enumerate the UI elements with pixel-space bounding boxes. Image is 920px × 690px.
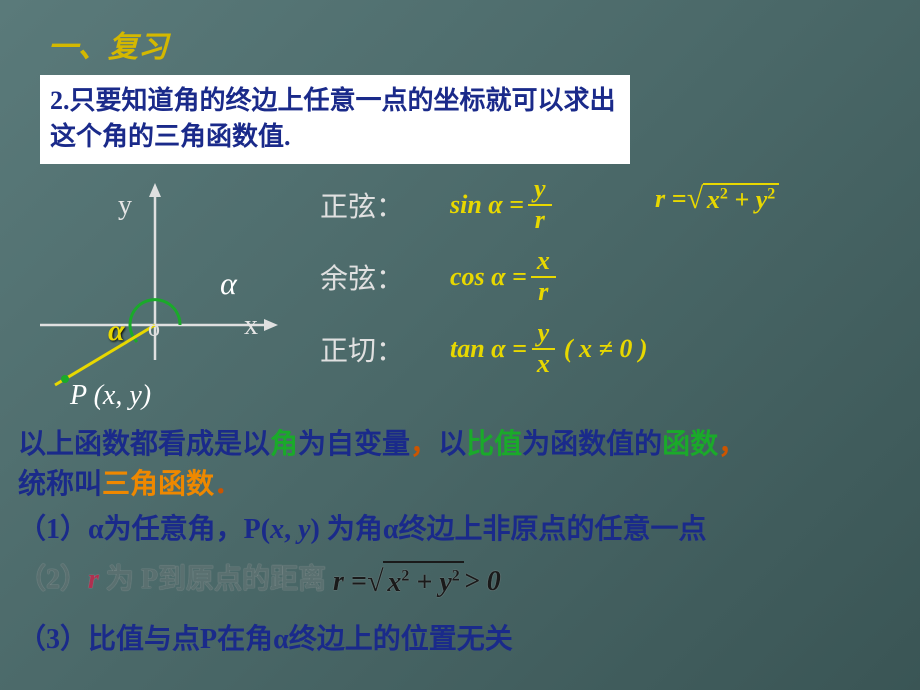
l1b: 角 [270, 429, 298, 460]
l1g: 为函数值的 [522, 429, 662, 460]
sin-fraction: y r [528, 175, 552, 234]
tan-formula: tan α = y x ( x ≠ 0 ) [450, 319, 647, 378]
origin-label: o [148, 316, 160, 343]
l4a: （2） [18, 564, 88, 595]
l4d: r = [333, 562, 367, 601]
tan-num: y [532, 319, 556, 350]
tan-row: 正切： tan α = y x ( x ≠ 0 ) [320, 324, 900, 374]
definitions-block: 正弦： sin α = y r 余弦： cos α = x r 正切： tan … [320, 180, 900, 396]
l1f: 比值 [466, 429, 522, 460]
alpha-at-origin: α [108, 314, 125, 348]
l1a: 以上函数都看成是以 [18, 429, 270, 460]
tan-label: 正切： [320, 329, 450, 369]
l3d: y [298, 514, 310, 545]
note-3: （3）比值与点P在角α终边上的位置无关 [18, 620, 513, 659]
tan-lhs: tan α = [450, 334, 527, 364]
l1i: ， [718, 429, 746, 460]
cos-label: 余弦： [320, 257, 450, 297]
l3e: ) 为角α终边上非原点的任意一点 [311, 514, 707, 545]
note-1: （1）α为任意角，P(x, y) 为角α终边上非原点的任意一点 [18, 510, 706, 549]
graph-svg [30, 175, 310, 415]
r-formula: r = √ x2 + y2 [655, 182, 779, 216]
l3c: , [284, 514, 298, 545]
sin-num: y [528, 175, 552, 206]
cos-row: 余弦： cos α = x r [320, 252, 900, 302]
l1c: 为自变量 [298, 429, 410, 460]
x-axis-label: x [244, 310, 258, 342]
section-title: 一、复习 [48, 22, 168, 66]
cos-fraction: x r [531, 247, 556, 306]
alpha-symbol: α [220, 265, 237, 302]
subtitle-text: 只要知道角的终边上任意一点的坐标就可以求出这个角的三角函数值. [50, 86, 616, 151]
l4c: 为 P到原点的距离 [99, 564, 326, 595]
cos-formula: cos α = x r [450, 247, 560, 306]
tan-den: x [531, 350, 556, 379]
cos-num: x [531, 247, 556, 278]
l2a: 统称叫 [18, 469, 102, 500]
l4f: > 0 [464, 562, 501, 601]
l2c: ． [214, 469, 242, 500]
r-distance-formula: r = √x2 + y2 > 0 [333, 561, 501, 603]
l2b: 三角函数 [102, 469, 214, 500]
note-2: （2）r 为 P到原点的距离 r = √x2 + y2 > 0 [18, 560, 501, 603]
sin-row: 正弦： sin α = y r [320, 180, 900, 230]
coordinate-graph [30, 175, 310, 415]
subtitle-number: 2. [50, 86, 70, 115]
subtitle-box: 2.只要知道角的终边上任意一点的坐标就可以求出这个角的三角函数值. [40, 75, 630, 164]
tan-fraction: y x [531, 319, 556, 378]
sin-label: 正弦： [320, 185, 450, 225]
sin-den: r [529, 206, 551, 235]
sin-formula: sin α = y r [450, 175, 556, 234]
summary-line-2: 统称叫三角函数． [18, 465, 242, 504]
cos-den: r [532, 278, 554, 307]
l1h: 函数 [662, 429, 718, 460]
cos-lhs: cos α = [450, 262, 527, 292]
l3b: x [270, 514, 284, 545]
l4b: r [88, 564, 99, 595]
l1d: ， [410, 429, 438, 460]
y-axis-label: y [118, 190, 132, 222]
r-lhs: r = [655, 184, 686, 214]
l3a: （1）α为任意角，P( [18, 514, 270, 545]
l1e: 以 [438, 429, 466, 460]
r-sqrt: √ x2 + y2 [686, 182, 779, 216]
summary-line-1: 以上函数都看成是以角为自变量，以比值为函数值的函数， [18, 425, 918, 464]
sin-lhs: sin α = [450, 190, 524, 220]
point-label: P (x, y) [70, 380, 151, 412]
tan-condition: ( x ≠ 0 ) [564, 334, 648, 364]
